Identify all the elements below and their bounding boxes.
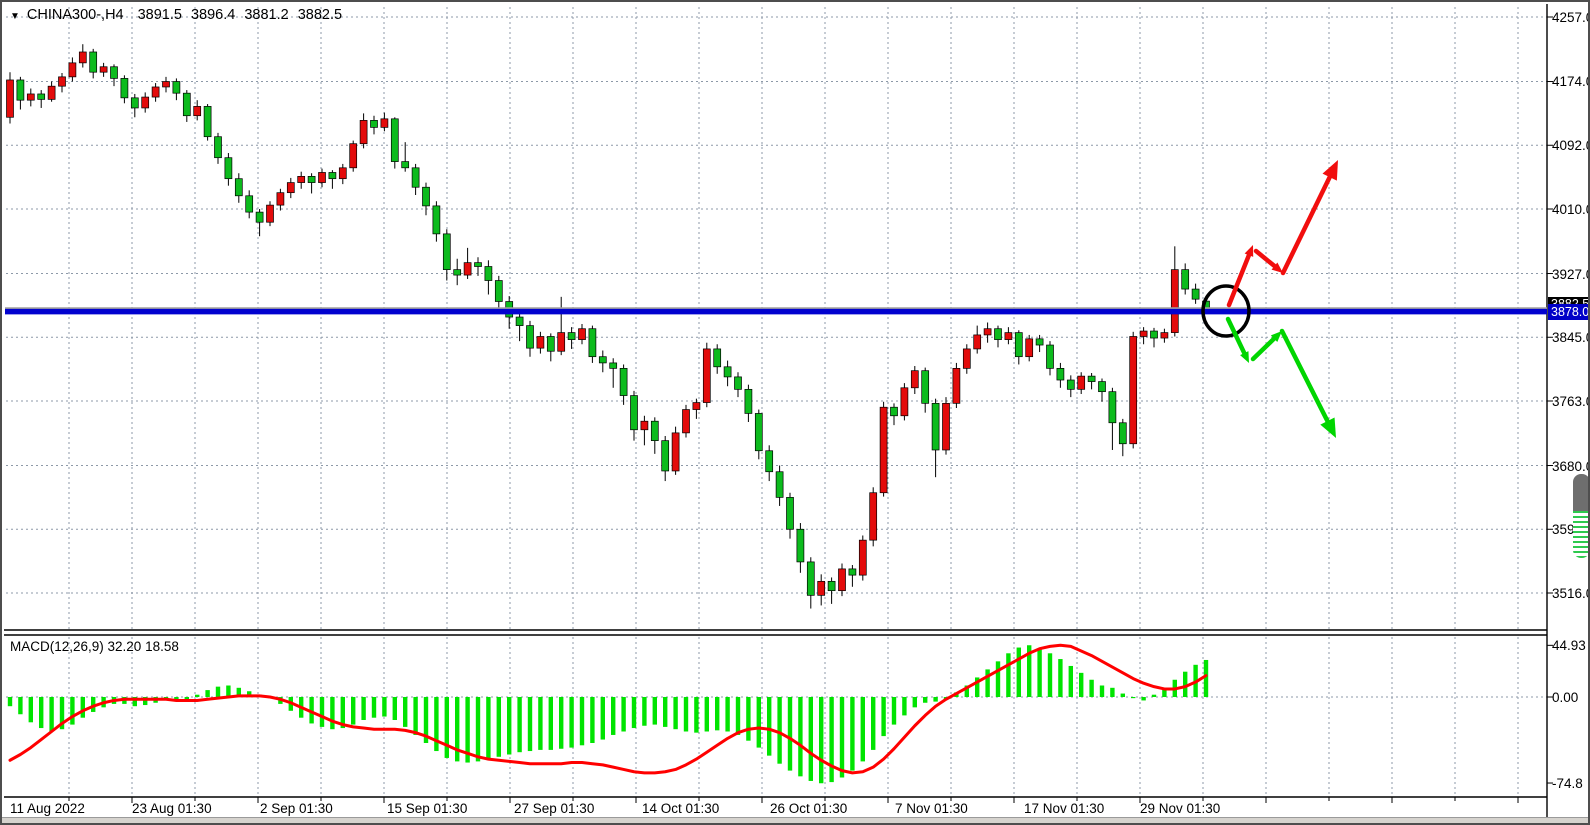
highlight-circle bbox=[1201, 284, 1251, 338]
price-axis-label: 4092.0 bbox=[1552, 138, 1590, 153]
ohlc-low: 3881.2 bbox=[244, 7, 289, 23]
bullish-scenario-arrow[interactable] bbox=[1226, 160, 1338, 308]
date-axis-label: 27 Sep 01:30 bbox=[514, 801, 595, 816]
ohlc-high: 3896.4 bbox=[190, 7, 236, 23]
price-axis-label: 4010.0 bbox=[1552, 202, 1590, 217]
date-axis-label: 23 Aug 01:30 bbox=[132, 801, 212, 816]
date-axis-label: 11 Aug 2022 bbox=[10, 801, 85, 816]
date-axis-label: 17 Nov 01:30 bbox=[1024, 801, 1105, 816]
price-axis-label: 3516.0 bbox=[1552, 586, 1590, 601]
date-axis-label: 7 Nov 01:30 bbox=[895, 801, 968, 816]
price-axis-label: 4174.0 bbox=[1552, 74, 1590, 89]
date-axis-label: 14 Oct 01:30 bbox=[642, 801, 720, 816]
chart-header: ▼ CHINA300-,H4 3891.5 3896.4 3881.2 3882… bbox=[10, 7, 351, 23]
date-axis-label: 29 Nov 01:30 bbox=[1140, 801, 1221, 816]
macd-indicator-label: MACD(12,26,9) 32.20 18.58 bbox=[10, 639, 179, 654]
ohlc-close: 3882.5 bbox=[297, 7, 343, 23]
price-axis-label: 3927.0 bbox=[1552, 267, 1590, 282]
date-axis-label: 26 Oct 01:30 bbox=[770, 801, 848, 816]
candles-layer bbox=[6, 44, 1210, 609]
macd-axis-label: -74.8 bbox=[1552, 776, 1583, 791]
window-bottom-strip bbox=[2, 817, 1588, 823]
side-scroll-widget[interactable] bbox=[1573, 474, 1588, 558]
macd-layer bbox=[7, 643, 1209, 784]
price-axis-label: 3680.0 bbox=[1552, 459, 1590, 474]
scroll-stripes-decoration bbox=[1573, 511, 1588, 558]
scroll-grip[interactable] bbox=[1573, 474, 1588, 511]
annotations-layer bbox=[1201, 160, 1338, 438]
hline-price-badge: 3878.0 bbox=[1548, 304, 1588, 320]
date-axis-label: 15 Sep 01:30 bbox=[387, 801, 468, 816]
panel-borders bbox=[4, 4, 1548, 819]
price-axis-label: 3845.0 bbox=[1552, 330, 1590, 345]
macd-axis-label: 0.00 bbox=[1552, 690, 1579, 705]
date-axis-label: 2 Sep 01:30 bbox=[260, 801, 333, 816]
macd-axis-label: 44.93 bbox=[1552, 638, 1586, 653]
symbol-period-label: CHINA300-,H4 bbox=[26, 7, 124, 23]
price-axis-label: 3763.0 bbox=[1552, 394, 1590, 409]
symbol-dropdown-icon[interactable]: ▼ bbox=[10, 10, 20, 22]
bearish-scenario-arrow[interactable] bbox=[1225, 316, 1336, 438]
price-lines bbox=[5, 307, 1547, 315]
ohlc-open: 3891.5 bbox=[137, 7, 182, 23]
price-axis-label: 4257.0 bbox=[1552, 10, 1590, 25]
